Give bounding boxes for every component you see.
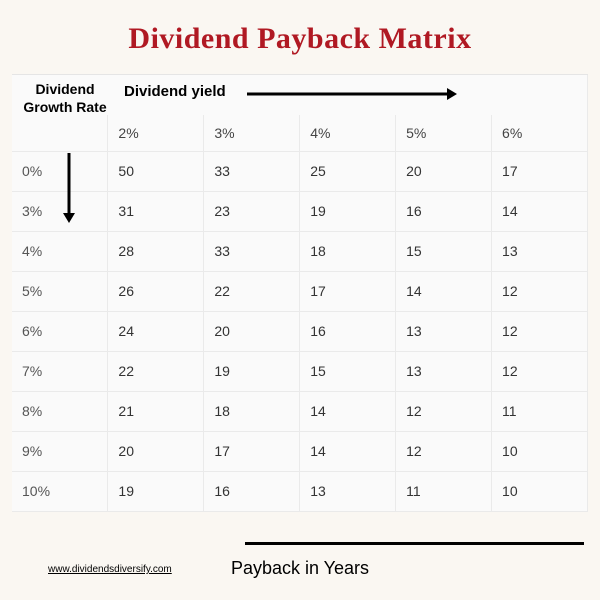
yield-axis-label: Dividend yield (124, 83, 226, 100)
cell: 26 (108, 271, 204, 311)
cell: 10 (492, 431, 588, 471)
cell: 25 (300, 151, 396, 191)
table-row: 5%2622171412 (12, 271, 588, 311)
cell: 31 (108, 191, 204, 231)
cell: 33 (204, 231, 300, 271)
cell: 17 (492, 151, 588, 191)
row-header: 7% (12, 351, 108, 391)
cell: 19 (108, 471, 204, 511)
cell: 18 (300, 231, 396, 271)
col-header: 6% (492, 115, 588, 151)
cell: 14 (300, 431, 396, 471)
cell: 11 (396, 471, 492, 511)
cell: 15 (300, 351, 396, 391)
cell: 20 (396, 151, 492, 191)
cell: 16 (300, 311, 396, 351)
cell: 17 (300, 271, 396, 311)
footer-divider (245, 542, 584, 545)
row-header: 10% (12, 471, 108, 511)
cell: 13 (300, 471, 396, 511)
page-title: Dividend Payback Matrix (0, 0, 600, 74)
cell: 20 (204, 311, 300, 351)
cell: 12 (396, 391, 492, 431)
cell: 17 (204, 431, 300, 471)
payback-table: 2% 3% 4% 5% 6% 0%50332520173%31231916144… (12, 75, 588, 512)
source-url: www.dividendsdiversify.com (48, 564, 172, 575)
cell: 19 (204, 351, 300, 391)
growth-rate-axis-label: Dividend Growth Rate (20, 81, 110, 116)
row-header: 4% (12, 231, 108, 271)
cell: 22 (108, 351, 204, 391)
cell: 12 (492, 311, 588, 351)
cell: 20 (108, 431, 204, 471)
row-header: 6% (12, 311, 108, 351)
table-row: 0%5033252017 (12, 151, 588, 191)
payback-matrix: Dividend Growth Rate Dividend yield 2% 3… (12, 74, 588, 512)
table-row: 9%2017141210 (12, 431, 588, 471)
table-row: 7%2219151312 (12, 351, 588, 391)
cell: 18 (204, 391, 300, 431)
cell: 22 (204, 271, 300, 311)
cell: 15 (396, 231, 492, 271)
arrow-right-icon (247, 85, 457, 103)
cell: 14 (300, 391, 396, 431)
cell: 13 (396, 351, 492, 391)
table-row: 10%1916131110 (12, 471, 588, 511)
yield-header-row: 2% 3% 4% 5% 6% (12, 115, 588, 151)
col-header: 5% (396, 115, 492, 151)
cell: 14 (492, 191, 588, 231)
cell: 33 (204, 151, 300, 191)
cell: 14 (396, 271, 492, 311)
cell: 16 (204, 471, 300, 511)
table-row: 6%2420161312 (12, 311, 588, 351)
row-header: 8% (12, 391, 108, 431)
row-header: 9% (12, 431, 108, 471)
cell: 10 (492, 471, 588, 511)
col-header: 3% (204, 115, 300, 151)
table-row: 3%3123191614 (12, 191, 588, 231)
cell: 19 (300, 191, 396, 231)
cell: 21 (108, 391, 204, 431)
cell: 12 (396, 431, 492, 471)
table-row: 4%2833181513 (12, 231, 588, 271)
cell: 12 (492, 271, 588, 311)
cell: 28 (108, 231, 204, 271)
cell: 12 (492, 351, 588, 391)
col-header: 2% (108, 115, 204, 151)
col-header: 4% (300, 115, 396, 151)
arrow-down-icon (60, 153, 78, 223)
cell: 13 (396, 311, 492, 351)
cell: 24 (108, 311, 204, 351)
cell: 50 (108, 151, 204, 191)
cell: 13 (492, 231, 588, 271)
cell: 11 (492, 391, 588, 431)
cell: 23 (204, 191, 300, 231)
cell: 16 (396, 191, 492, 231)
table-row: 8%2118141211 (12, 391, 588, 431)
row-header: 5% (12, 271, 108, 311)
